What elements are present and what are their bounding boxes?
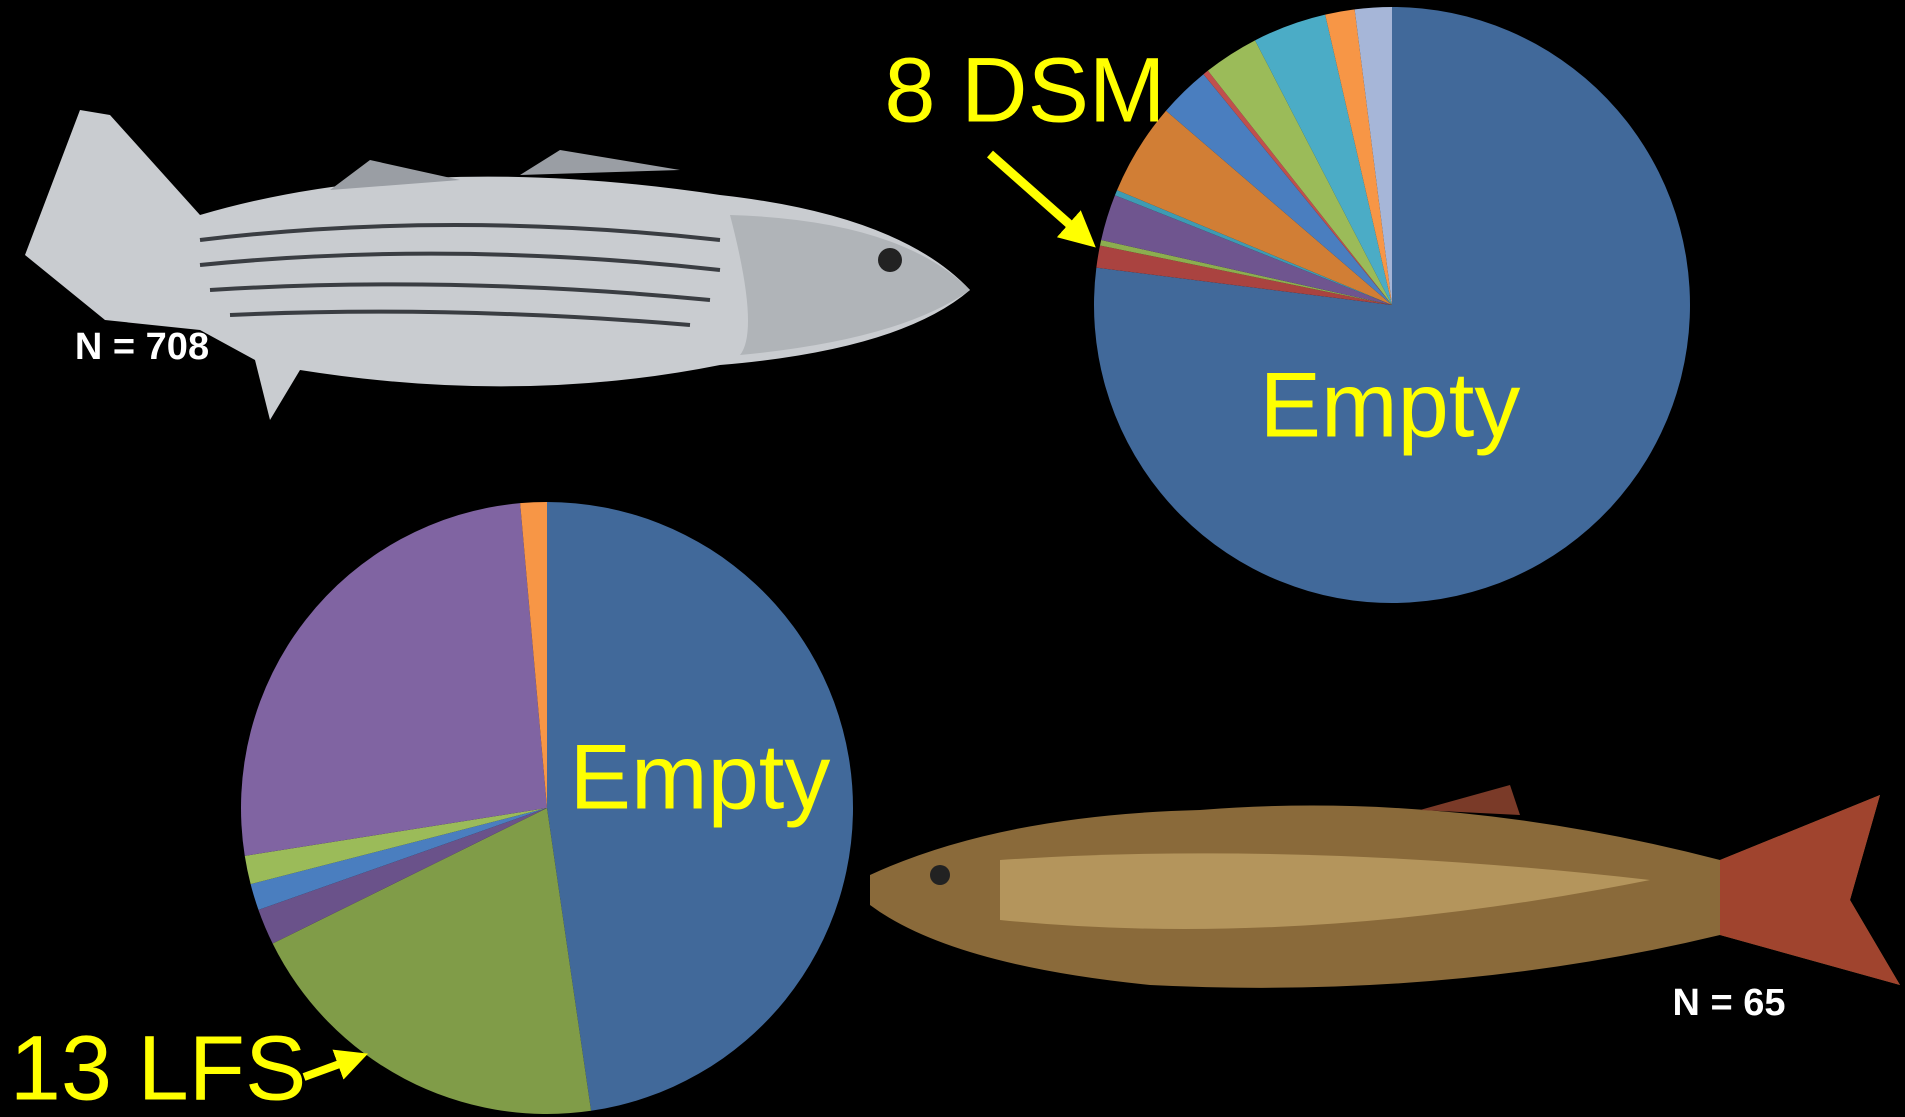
annotation: N = 708 [75,326,209,368]
pie-slice [241,503,547,856]
annotation: N = 65 [1672,982,1785,1024]
slice-label: Empty [1260,354,1521,456]
striped-bass-illustration [25,110,970,420]
annotation: 8 DSM [884,39,1165,141]
annotation-arrow [990,154,1085,238]
slice-label: Empty [570,726,831,828]
annotation-arrow [304,1058,356,1077]
annotation: 13 LFS [10,1017,307,1117]
fallfish-illustration [870,785,1900,988]
slide: Empty 8 DSM N = 708 Empty 13 LFS N = 65 [0,0,1905,1117]
